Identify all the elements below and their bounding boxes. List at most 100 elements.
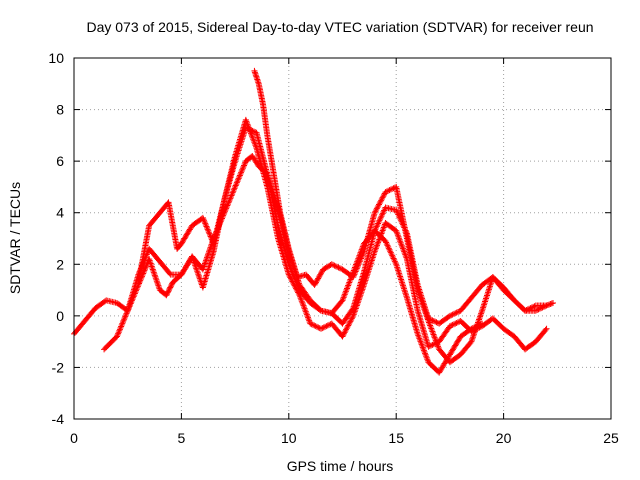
data-point-marker: [200, 263, 207, 270]
data-point-marker: [191, 259, 198, 266]
data-point-marker: [375, 220, 382, 227]
data-point-marker: [468, 337, 475, 344]
data-point-marker: [192, 263, 199, 270]
data-point-marker: [340, 330, 347, 337]
data-point-marker: [374, 221, 381, 228]
data-point-marker: [190, 257, 197, 264]
data-point-marker: [350, 274, 357, 281]
data-point-marker: [122, 313, 129, 320]
data-point-marker: [202, 222, 209, 229]
data-point-marker: [155, 282, 162, 289]
data-point-marker: [427, 322, 434, 329]
data-point-marker: [201, 217, 208, 224]
data-point-marker: [357, 290, 364, 297]
data-point-marker: [353, 304, 360, 311]
data-point-marker: [246, 125, 253, 132]
data-point-marker: [290, 281, 297, 288]
data-point-marker: [345, 280, 352, 287]
data-point-marker: [402, 251, 409, 258]
data-point-marker: [424, 315, 431, 322]
data-point-marker: [378, 213, 385, 220]
data-point-marker: [243, 119, 250, 126]
data-point-marker: [452, 310, 459, 317]
data-point-marker: [239, 165, 246, 172]
data-point-marker: [201, 260, 208, 267]
data-point-marker: [148, 263, 155, 270]
data-point-marker: [415, 290, 422, 297]
data-point-marker: [355, 261, 362, 268]
data-point-marker: [189, 253, 196, 260]
data-point-marker: [305, 316, 312, 323]
data-point-marker: [118, 322, 125, 329]
data-point-marker: [379, 194, 386, 201]
data-point-marker: [235, 175, 242, 182]
x-axis-label: GPS time / hours: [287, 458, 394, 474]
data-point-marker: [247, 130, 254, 137]
data-point-marker: [349, 314, 356, 321]
data-point-marker: [116, 327, 123, 334]
data-point-marker: [341, 291, 348, 298]
data-point-marker: [299, 299, 306, 306]
data-point-marker: [165, 287, 172, 294]
data-point-marker: [196, 274, 203, 281]
data-point-marker: [356, 259, 363, 266]
data-point-marker: [542, 326, 549, 333]
data-point-marker: [194, 268, 201, 275]
y-tick-label: 2: [56, 256, 64, 272]
data-point-marker: [168, 281, 175, 288]
data-point-marker: [355, 262, 362, 269]
data-point-marker: [203, 223, 210, 230]
data-point-marker: [340, 294, 347, 301]
data-point-marker: [147, 259, 154, 266]
data-point-marker: [383, 188, 390, 195]
data-point-marker: [396, 235, 403, 242]
data-point-marker: [435, 343, 442, 350]
data-point-marker: [397, 239, 404, 246]
data-point-marker: [429, 328, 436, 335]
x-tick-label: 10: [281, 430, 297, 446]
data-point-marker: [313, 278, 320, 285]
data-point-marker: [419, 301, 426, 308]
data-point-marker: [164, 290, 171, 297]
data-point-marker: [425, 318, 432, 325]
data-point-marker: [379, 210, 386, 217]
data-point-marker: [431, 332, 438, 339]
data-point-marker: [348, 315, 355, 322]
data-point-marker: [319, 325, 326, 332]
data-point-marker: [253, 143, 260, 150]
data-point-marker: [378, 230, 385, 237]
data-point-marker: [317, 271, 324, 278]
data-point-marker: [352, 268, 359, 275]
data-point-marker: [237, 171, 244, 178]
data-point-marker: [194, 269, 201, 276]
data-point-marker: [124, 309, 131, 316]
data-point-marker: [312, 323, 319, 330]
data-point-marker: [297, 293, 304, 300]
data-point-marker: [351, 308, 358, 315]
data-point-marker: [115, 329, 122, 336]
data-point-marker: [373, 224, 380, 231]
data-point-marker: [118, 323, 125, 330]
data-point-marker: [387, 248, 394, 255]
data-point-marker: [167, 284, 174, 291]
data-point-marker: [322, 323, 329, 330]
data-point-marker: [232, 183, 239, 190]
data-point-marker: [450, 310, 457, 317]
data-point-marker: [200, 216, 207, 223]
data-point-marker: [315, 275, 322, 282]
data-point-marker: [416, 292, 423, 299]
data-point-marker: [331, 262, 338, 269]
data-point-marker: [344, 283, 351, 290]
data-point-marker: [241, 162, 248, 169]
data-point-marker: [471, 328, 478, 335]
data-point-marker: [358, 287, 365, 294]
data-point-marker: [201, 262, 208, 269]
data-point-marker: [432, 318, 439, 325]
axis-ticks: 0 5 10 15 20 25 -4 -2 0 2 4 6 8 10: [48, 50, 619, 446]
data-point-marker: [387, 249, 394, 256]
data-point-marker: [374, 204, 381, 211]
data-point-marker: [238, 168, 245, 175]
data-point-marker: [355, 296, 362, 303]
data-point-marker: [121, 314, 128, 321]
data-point-marker: [474, 320, 481, 327]
